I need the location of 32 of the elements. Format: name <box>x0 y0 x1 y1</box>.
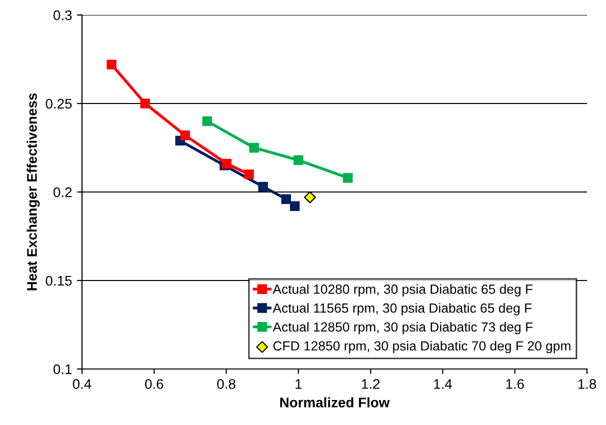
point <box>304 191 316 204</box>
point <box>290 201 300 212</box>
point <box>258 182 268 192</box>
x-tick-label: 1.8 <box>578 379 596 389</box>
y-tick-label: 0.25 <box>46 98 72 109</box>
y-axis-title: Heat Exchanger Effectiveness <box>26 93 40 290</box>
point <box>202 116 212 126</box>
x-tick-label: 1 <box>296 379 302 389</box>
point <box>294 155 304 165</box>
y-tick-label: 0.1 <box>54 364 72 374</box>
point <box>140 98 150 108</box>
point <box>222 158 232 169</box>
x-tick-label: 0.4 <box>72 379 92 389</box>
point <box>281 194 292 204</box>
point <box>106 60 116 70</box>
y-tick-label: 0.3 <box>54 10 72 20</box>
y-tick-label: 0.15 <box>46 276 72 286</box>
y-tick-label: 0.2 <box>54 187 72 198</box>
x-tick-label: 0.8 <box>217 379 236 389</box>
legend-label: Actual 10280 rpm, 30 psia Diabatic 65 deg F <box>272 284 533 296</box>
point <box>244 169 254 180</box>
legend-label: CFD 12850 rpm, 30 psia Diabatic 70 deg F 20 gpm <box>273 340 570 354</box>
x-tick-label: 1.6 <box>506 379 524 389</box>
x-axis-title: Normalized Flow <box>280 397 390 408</box>
point <box>249 142 259 153</box>
x-tick-label: 1.2 <box>362 379 380 389</box>
point <box>180 130 190 140</box>
legend-label: Actual 11565 rpm, 30 psia Diabatic 65 deg F <box>272 303 532 316</box>
x-tick-label: 0.6 <box>145 379 164 389</box>
legend-label: Actual 12850 rpm, 30 psia Diabatic 73 deg F <box>272 322 533 334</box>
x-tick-label: 1.4 <box>434 379 452 389</box>
point <box>342 172 353 183</box>
